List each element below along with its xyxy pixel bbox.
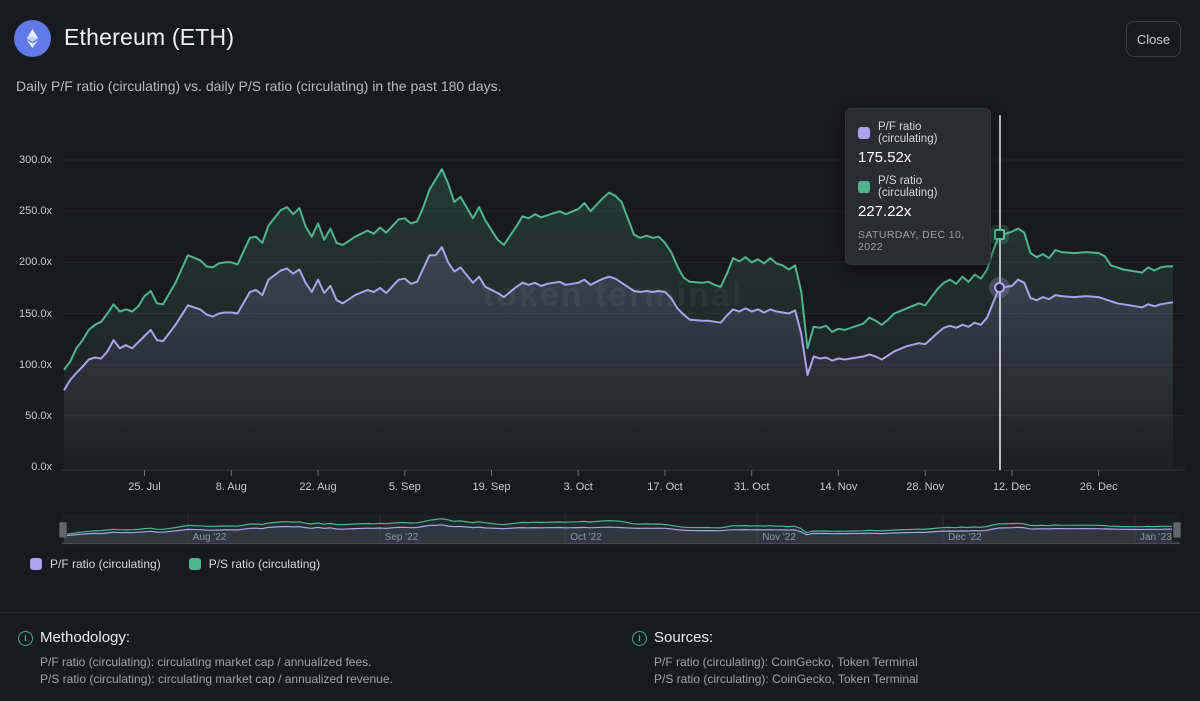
svg-text:12. Dec: 12. Dec: [993, 481, 1031, 493]
navigator-left-handle[interactable]: [59, 522, 67, 538]
methodology-title: Methodology:: [40, 629, 131, 646]
tooltip-ps-label: P/S ratio (circulating): [878, 175, 938, 199]
chart-legend: P/F ratio (circulating) P/S ratio (circu…: [30, 557, 320, 571]
y-tick-label: 250.0x: [18, 205, 52, 218]
sources-info-icon: i: [632, 631, 647, 646]
chart-subtitle: Daily P/F ratio (circulating) vs. daily …: [16, 78, 502, 94]
methodology-line-pf: P/F ratio (circulating): circulating mar…: [40, 655, 372, 669]
page-title: Ethereum (ETH): [64, 24, 235, 50]
svg-text:3. Oct: 3. Oct: [564, 481, 593, 493]
ps-series-marker: [994, 228, 1006, 240]
y-tick-label: 300.0x: [18, 154, 52, 166]
ps-swatch-icon: [858, 181, 870, 193]
eth-diamond-icon: [26, 29, 39, 48]
pf-series-marker: [994, 281, 1006, 293]
svg-text:Oct '22: Oct '22: [570, 532, 602, 543]
legend-item-ps[interactable]: P/S ratio (circulating): [188, 557, 321, 571]
svg-text:31. Oct: 31. Oct: [734, 481, 769, 493]
svg-text:28. Nov: 28. Nov: [906, 481, 944, 493]
pf-legend-swatch-icon: [30, 558, 42, 570]
tooltip-ps-value: 227.22x: [858, 203, 912, 220]
tooltip-row-ps: P/S ratio (circulating): [858, 175, 978, 199]
legend-item-pf[interactable]: P/F ratio (circulating): [30, 557, 161, 571]
svg-text:14. Nov: 14. Nov: [819, 481, 857, 493]
tooltip-row-pf: P/F ratio (circulating): [858, 121, 978, 145]
ps-legend-swatch-icon: [188, 558, 201, 570]
tooltip-pf-value: 175.52x: [858, 149, 912, 166]
y-tick-label: 50.0x: [25, 409, 52, 422]
methodology-info-icon: i: [18, 631, 33, 646]
svg-text:22. Aug: 22. Aug: [299, 481, 336, 493]
tooltip-date: SATURDAY, DEC 10, 2022: [858, 229, 965, 253]
svg-text:8. Aug: 8. Aug: [216, 481, 247, 493]
ethereum-logo-icon: [14, 20, 51, 57]
svg-text:5. Sep: 5. Sep: [389, 481, 421, 493]
svg-text:17. Oct: 17. Oct: [647, 481, 682, 493]
svg-text:Dec '22: Dec '22: [948, 532, 982, 543]
svg-text:Nov '22: Nov '22: [762, 532, 796, 543]
chart-plot-area[interactable]: 25. Jul 8. Aug 22. Aug 5. Sep 19. Sep 3. Oct 1…: [62, 115, 1185, 495]
sources-title: Sources:: [654, 629, 714, 646]
y-tick-label: 200.0x: [18, 256, 52, 269]
token-terminal-watermark: token terminal_: [482, 276, 765, 314]
sources-line-pf: P/F ratio (circulating): CoinGecko, Toke…: [654, 655, 918, 669]
close-button[interactable]: Close: [1126, 21, 1181, 57]
svg-text:Aug '22: Aug '22: [193, 532, 227, 543]
ps-legend-label: P/S ratio (circulating): [208, 557, 321, 571]
svg-text:Jan '23: Jan '23: [1140, 532, 1172, 543]
navigator-right-handle[interactable]: [1173, 522, 1181, 538]
svg-text:25. Jul: 25. Jul: [128, 481, 160, 493]
y-tick-label: 100.0x: [18, 358, 52, 371]
pf-swatch-icon: [858, 127, 870, 139]
svg-text:26. Dec: 26. Dec: [1080, 481, 1118, 493]
tooltip-pf-label: P/F ratio (circulating): [878, 121, 938, 145]
svg-text:19. Sep: 19. Sep: [473, 481, 511, 493]
y-tick-label: 0.0x: [31, 461, 52, 473]
y-tick-label: 150.0x: [18, 307, 52, 320]
pf-legend-label: P/F ratio (circulating): [50, 557, 161, 571]
chart-tooltip: P/F ratio (circulating) 175.52x P/S rati…: [845, 108, 991, 265]
footer-divider: [0, 612, 1200, 613]
svg-text:Sep '22: Sep '22: [385, 532, 419, 543]
sources-line-ps: P/S ratio (circulating): CoinGecko, Toke…: [654, 672, 919, 686]
methodology-line-ps: P/S ratio (circulating): circulating mar…: [40, 672, 393, 686]
range-navigator[interactable]: Aug '22 Sep '22 Oct '22 Nov '22 Dec '22 Jan '…: [62, 514, 1180, 545]
